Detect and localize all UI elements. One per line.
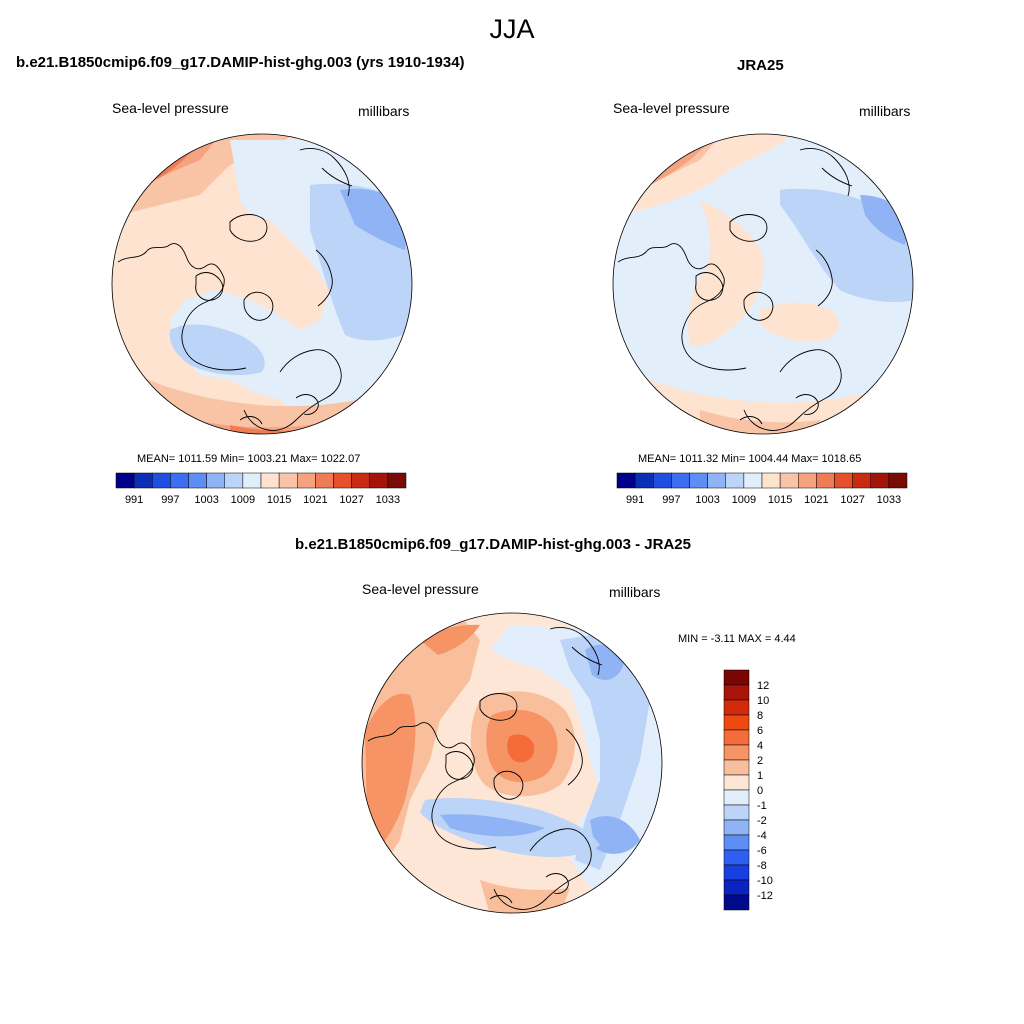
colorbar-swatch [743,472,763,489]
panel-2-units-label: millibars [859,103,911,119]
colorbar-tick-label: 10 [757,695,769,707]
colorbar-swatch [707,472,726,489]
colorbar-swatch [723,894,750,911]
colorbar-tick-label: 2 [757,755,763,767]
colorbar-swatch [723,684,750,701]
colorbar-swatch [188,472,207,489]
colorbar-swatch [761,472,781,489]
colorbar-tick-label: -1 [757,800,767,812]
colorbar-swatch [260,472,280,489]
colorbar-swatch [725,472,745,489]
colorbar-swatch [888,472,908,489]
colorbar-swatch [242,472,262,489]
colorbar-swatch [723,849,750,866]
main-title: JJA [489,14,535,44]
colorbar-tick-label: 997 [161,494,179,506]
colorbar-tick-label: 1003 [194,494,218,506]
colorbar-tick-label: 1027 [840,494,864,506]
colorbar-swatch [634,472,654,489]
colorbar-swatch [723,819,750,836]
colorbar-swatch [387,472,407,489]
panel-2-map [612,133,914,435]
colorbar-tick-label: 6 [757,725,763,737]
colorbar-swatch [315,472,334,489]
colorbar-swatch [723,879,750,896]
colorbar-swatch [689,472,708,489]
colorbar-swatch [369,472,389,489]
panel-1-colorbar: 991 997 1003 1009 1015 1021 1027 1033 [115,472,407,506]
colorbar-swatch [723,699,750,716]
colorbar-swatch [723,834,750,851]
colorbar-tick-label: 991 [125,494,143,506]
panel-2-title: JRA25 [737,57,784,74]
panel-3-units-label: millibars [609,584,661,600]
colorbar-swatch [671,472,690,489]
colorbar-swatch [723,789,750,806]
colorbar-tick-label: 1015 [267,494,291,506]
colorbar-tick-label: 997 [662,494,680,506]
colorbar-swatch [798,472,817,489]
colorbar-swatch [723,804,750,821]
colorbar-tick-label: -6 [757,845,767,857]
colorbar-tick-label: -10 [757,875,773,887]
colorbar-tick-label: 1 [757,770,763,782]
colorbar-tick-label: -12 [757,890,773,902]
colorbar-swatch [723,774,750,791]
colorbar-tick-label: 1021 [804,494,828,506]
colorbar-swatch [834,472,853,489]
panel-3-map [361,612,663,914]
panel-3-title: b.e21.B1850cmip6.f09_g17.DAMIP-hist-ghg.… [295,536,691,553]
colorbar-swatch [723,744,750,761]
colorbar-swatch [333,472,352,489]
colorbar-swatch [297,472,316,489]
colorbar-tick-label: 4 [757,740,763,752]
panel-1-units-label: millibars [358,103,410,119]
colorbar-tick-label: 0 [757,785,763,797]
colorbar-tick-label: 1015 [768,494,792,506]
colorbar-tick-label: 991 [626,494,644,506]
colorbar-swatch [723,669,750,686]
colorbar-swatch [170,472,189,489]
colorbar-swatch [723,759,750,776]
colorbar-swatch [115,472,135,489]
panel-1-title: b.e21.B1850cmip6.f09_g17.DAMIP-hist-ghg.… [16,54,465,71]
panel-1-variable-label: Sea-level pressure [112,100,229,116]
colorbar-swatch [779,472,799,489]
colorbar-swatch [723,864,750,881]
colorbar-tick-label: 1027 [339,494,363,506]
panel-1-stats: MEAN= 1011.59 Min= 1003.21 Max= 1022.07 [137,453,361,465]
colorbar-swatch [224,472,244,489]
panel-3-stats: MIN = -3.11 MAX = 4.44 [678,633,796,645]
colorbar-swatch [351,472,370,489]
colorbar-tick-label: 12 [757,680,769,692]
colorbar-tick-label: -8 [757,860,767,872]
colorbar-tick-label: 1033 [376,494,400,506]
colorbar-tick-label: 8 [757,710,763,722]
colorbar-swatch [870,472,890,489]
colorbar-swatch [653,472,672,489]
colorbar-tick-label: -2 [757,815,767,827]
colorbar-tick-label: 1009 [231,494,255,506]
colorbar-swatch [852,472,871,489]
colorbar-swatch [133,472,153,489]
colorbar-swatch [723,714,750,731]
panel-2-stats: MEAN= 1011.32 Min= 1004.44 Max= 1018.65 [638,453,862,465]
panel-3-variable-label: Sea-level pressure [362,581,479,597]
panel-2-variable-label: Sea-level pressure [613,100,730,116]
colorbar-swatch [152,472,171,489]
colorbar-tick-label: 1021 [303,494,327,506]
colorbar-swatch [206,472,225,489]
panel-2-colorbar: 991 997 1003 1009 1015 1021 1027 1033 [616,472,908,506]
colorbar-swatch [616,472,636,489]
colorbar-swatch [278,472,298,489]
colorbar-tick-label: 1003 [695,494,719,506]
colorbar-tick-label: 1033 [877,494,901,506]
panel-1-map [111,133,413,435]
colorbar-tick-label: 1009 [732,494,756,506]
colorbar-swatch [723,729,750,746]
colorbar-swatch [816,472,835,489]
colorbar-tick-label: -4 [757,830,767,842]
